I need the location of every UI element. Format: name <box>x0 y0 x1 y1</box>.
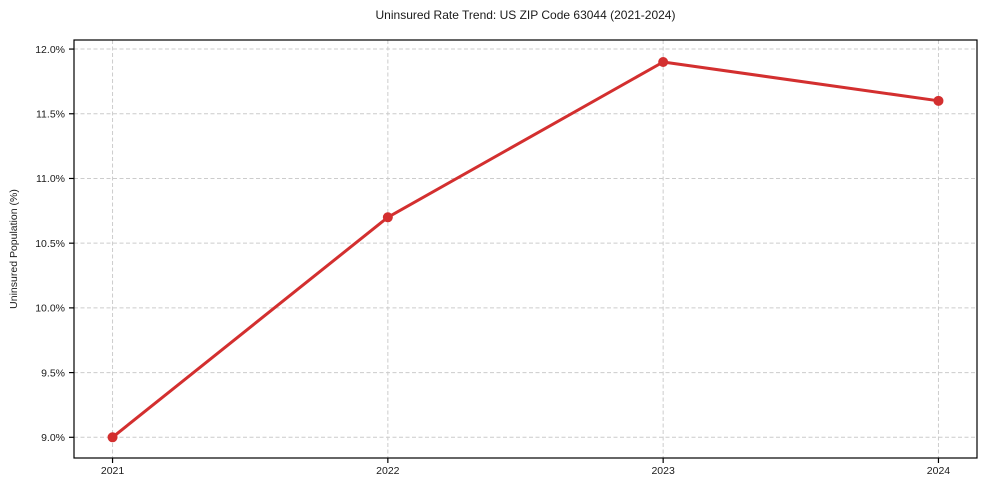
y-tick-label: 10.5% <box>35 238 65 250</box>
x-tick-label: 2022 <box>376 465 400 477</box>
y-tick-label: 9.5% <box>41 367 65 379</box>
data-point-2023 <box>658 57 669 67</box>
plot-border <box>73 39 978 459</box>
y-tick-label: 11.0% <box>36 173 65 185</box>
data-point-2024 <box>933 95 944 106</box>
x-tick-label: 2024 <box>927 465 951 477</box>
y-tick-label: 12.0% <box>35 44 65 56</box>
data-point-2022 <box>382 212 393 223</box>
y-axis-title: Uninsured Population (%) <box>8 189 20 309</box>
x-tick-label: 2021 <box>101 465 125 477</box>
chart-title: Uninsured Rate Trend: US ZIP Code 63044 … <box>375 8 676 22</box>
plot-background <box>74 40 977 458</box>
series-line <box>111 60 940 439</box>
y-tick-label: 10.0% <box>35 303 65 315</box>
data-point-2021 <box>107 432 118 443</box>
x-tick-label: 2023 <box>651 465 675 477</box>
y-tick-label: 11.5% <box>36 108 65 120</box>
y-tick-label: 9.0% <box>41 432 65 444</box>
